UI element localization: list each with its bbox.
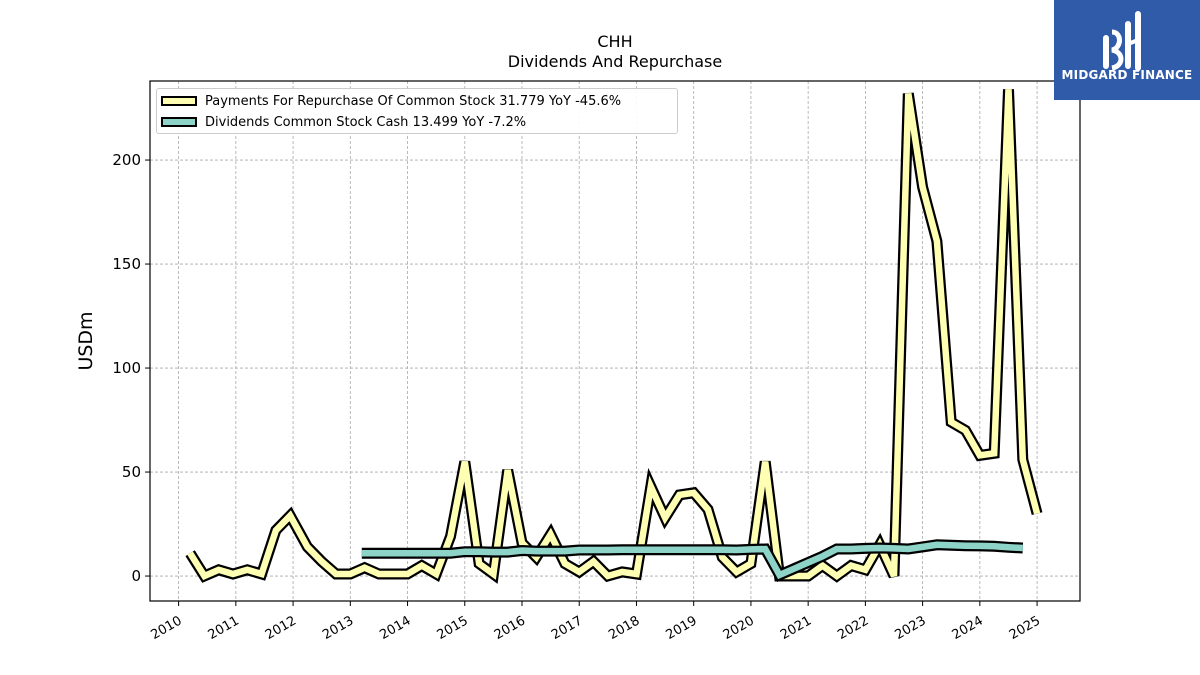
x-tick-label: 2016 (492, 613, 528, 643)
x-tick-label: 2015 (435, 613, 471, 643)
x-axis-ticks: 2010 2011 2012 2013 2014 2015 2016 2017 2018 2019… (148, 601, 1043, 643)
chart-title: CHH (597, 32, 633, 51)
x-tick-label: 2017 (549, 613, 585, 643)
series-outline-repurchase (185, 89, 1043, 584)
legend-label-dividends: Dividends Common Stock Cash 13.499 YoY -… (205, 114, 527, 130)
plot-frame (149, 80, 1081, 602)
x-tick-label: 2025 (1007, 613, 1043, 643)
x-tick-label: 2010 (148, 613, 184, 643)
series-line-repurchase (187, 89, 1041, 581)
chart-subtitle: Dividends And Repurchase (507, 52, 723, 71)
x-tick-label: 2020 (721, 613, 757, 643)
y-tick-label: 0 (131, 567, 141, 585)
legend-item-repurchase: Payments For Repurchase Of Common Stock … (161, 92, 621, 110)
legend-label-repurchase: Payments For Repurchase Of Common Stock … (205, 93, 622, 109)
legend-swatch-repurchase (161, 96, 197, 106)
y-axis-ticks: 0 50 100 150 200 (112, 151, 150, 585)
chart-title-block: CHH Dividends And Repurchase (150, 32, 1080, 72)
series-line-dividends (361, 541, 1023, 580)
series-lines (185, 89, 1043, 584)
x-tick-label: 2022 (835, 613, 871, 643)
x-tick-label: 2024 (950, 613, 986, 643)
x-tick-label: 2012 (263, 613, 299, 643)
y-tick-label: 150 (112, 255, 141, 273)
legend-swatch-dividends (161, 117, 197, 127)
x-tick-label: 2023 (892, 613, 928, 643)
x-tick-label: 2019 (664, 613, 700, 643)
x-tick-label: 2018 (606, 613, 642, 643)
x-tick-label: 2013 (320, 613, 356, 643)
grid-lines (150, 81, 1080, 601)
x-tick-label: 2021 (778, 613, 814, 643)
chart-legend: Payments For Repurchase Of Common Stock … (156, 88, 678, 134)
y-axis-label: USDm (75, 311, 97, 370)
brand-logo: MIDGARD FINANCE (1054, 0, 1200, 100)
x-tick-label: 2011 (206, 613, 242, 643)
logo-mark-icon (1103, 11, 1141, 71)
y-tick-label: 50 (122, 463, 141, 481)
x-tick-label: 2014 (377, 613, 413, 643)
y-tick-label: 200 (112, 151, 141, 169)
logo-text: MIDGARD FINANCE (1061, 68, 1193, 82)
legend-item-dividends: Dividends Common Stock Cash 13.499 YoY -… (161, 113, 526, 131)
y-tick-label: 100 (112, 359, 141, 377)
